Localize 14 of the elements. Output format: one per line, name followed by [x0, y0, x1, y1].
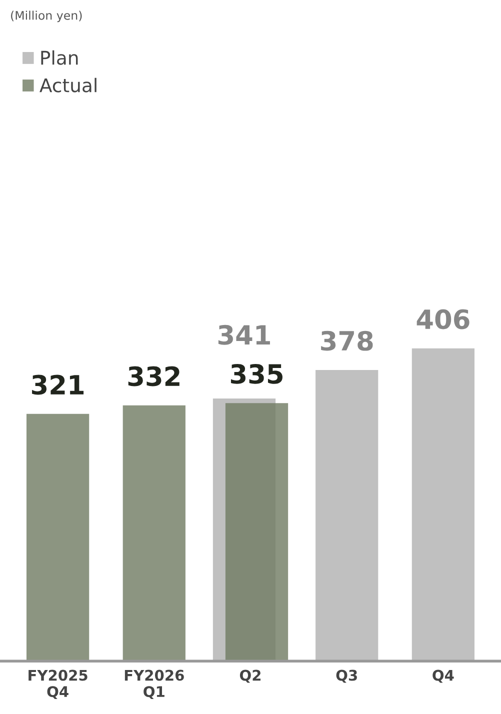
x-tick-label: Q4	[432, 670, 454, 683]
x-tick-label: Q3	[336, 670, 357, 683]
data-label: 335	[230, 364, 282, 384]
legend-label: Actual	[40, 78, 96, 92]
x-tick-label: FY2026 Q1	[124, 670, 184, 700]
data-label: 321	[32, 374, 84, 395]
text: (Million yen)	[11, 10, 82, 22]
data-label: 378	[321, 330, 373, 351]
data-label: 406	[416, 309, 470, 330]
x-tick-label: Q2	[240, 670, 261, 683]
data-label: 332	[128, 366, 180, 386]
x-tick-label: FY2025 Q4	[28, 670, 88, 700]
data-label: 341	[218, 324, 270, 345]
legend-label: Plan	[41, 50, 78, 65]
